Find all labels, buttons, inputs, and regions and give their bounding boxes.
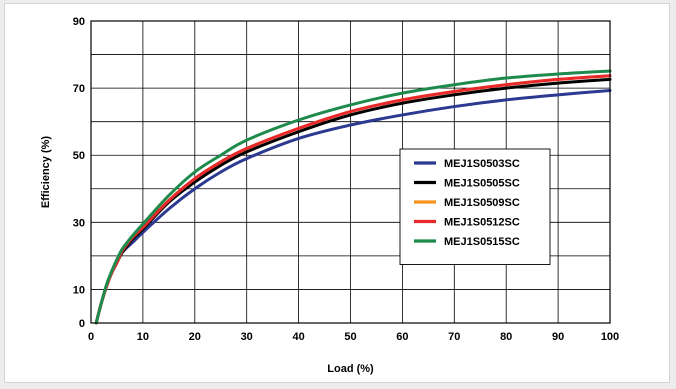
legend-label: MEJ1S0512SC [444,217,520,229]
x-tick-label: 40 [292,331,304,343]
chart-panel: 0 10 20 30 40 50 60 70 80 90 100 0 10 30 50 70 90 Load … [4,3,670,383]
x-tick-label: 70 [448,331,460,343]
x-tick-label: 100 [601,331,619,343]
x-tick-label: 90 [552,331,564,343]
y-tick-label: 10 [73,284,85,296]
legend-label: MEJ1S0505SC [444,178,520,190]
x-tick-label: 0 [88,331,94,343]
legend-label: MEJ1S0515SC [444,236,520,248]
x-tick-label: 50 [344,331,356,343]
series-lines [94,69,612,325]
legend-label: MEJ1S0503SC [444,158,520,170]
y-tick-label: 70 [73,83,85,95]
x-tick-label: 30 [241,331,253,343]
x-tick-label: 10 [137,331,149,343]
plot-border [90,20,611,324]
legend-box [399,148,551,265]
x-tick-label: 60 [396,331,408,343]
y-tick-label: 50 [73,150,85,162]
x-tick-label: 20 [189,331,201,343]
legend-label: MEJ1S0509SC [444,197,520,209]
y-tick-labels: 0 10 30 50 70 90 [73,16,85,330]
y-tick-label: 30 [73,217,85,229]
efficiency-chart: 0 10 20 30 40 50 60 70 80 90 100 0 10 30 50 70 90 Load … [40,16,619,375]
y-tick-label: 0 [79,318,85,330]
series-line-mej1s0515sc [94,69,612,325]
x-axis-title: Load (%) [327,363,374,375]
x-tick-labels: 0 10 20 30 40 50 60 70 80 90 100 [88,331,619,343]
x-tick-label: 80 [500,331,512,343]
y-tick-label: 90 [73,16,85,28]
legend: MEJ1S0503SC MEJ1S0505SC MEJ1S0509SC MEJ1S05… [399,148,551,265]
y-axis-title: Efficiency (%) [40,136,52,208]
